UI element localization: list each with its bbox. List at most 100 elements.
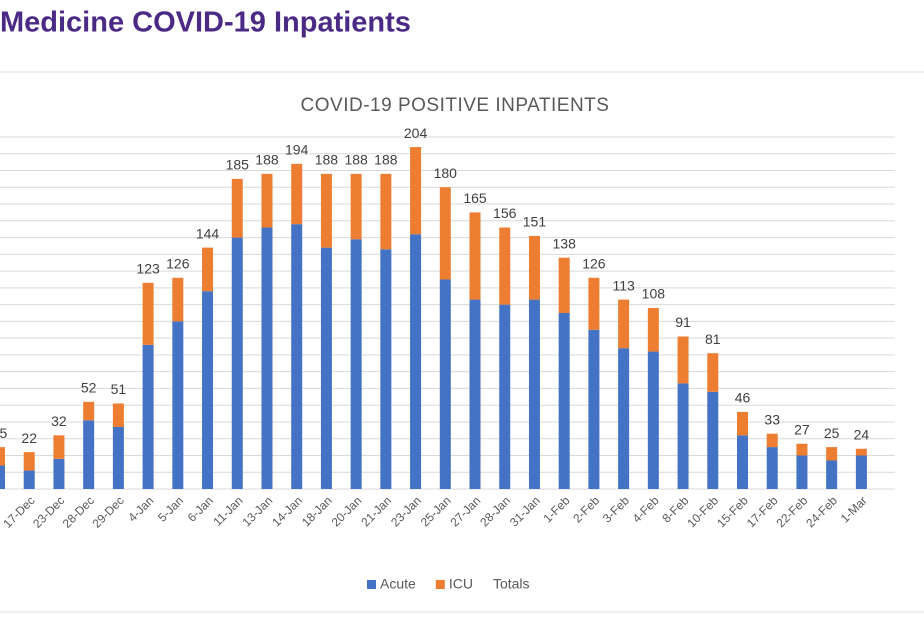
bar-segment bbox=[231, 178, 243, 238]
bar-segment bbox=[677, 383, 689, 489]
legend-label: Totals bbox=[493, 576, 530, 592]
bar-segment bbox=[766, 447, 778, 489]
x-tick-label: 1-Feb bbox=[540, 493, 572, 525]
data-label: 180 bbox=[434, 165, 458, 181]
data-label: 126 bbox=[166, 256, 190, 272]
data-label: 108 bbox=[642, 286, 666, 302]
bar-segment bbox=[826, 447, 838, 461]
data-label: 113 bbox=[612, 277, 635, 293]
bar-segment bbox=[320, 173, 332, 248]
bar-segment bbox=[142, 344, 154, 489]
bar-segment bbox=[350, 173, 362, 240]
page-title: Medicine COVID-19 Inpatients bbox=[0, 7, 411, 39]
x-tick-label: 15-Feb bbox=[714, 493, 751, 530]
x-tick-label: 5-Jan bbox=[155, 493, 186, 524]
x-tick-label: 17-Feb bbox=[744, 493, 781, 530]
data-label: 24 bbox=[854, 426, 870, 442]
x-tick-label: 3-Feb bbox=[600, 493, 632, 525]
bar-segment bbox=[439, 279, 451, 489]
x-tick-label: 28-Jan bbox=[477, 493, 513, 529]
x-tick-label: 24-Feb bbox=[803, 493, 840, 530]
bar-segment bbox=[83, 420, 95, 489]
bar-segment bbox=[499, 227, 511, 305]
x-tick-label: 31-Jan bbox=[507, 493, 543, 529]
bar-segment bbox=[53, 458, 65, 489]
bar-segment bbox=[737, 411, 748, 436]
bar-segment bbox=[142, 282, 154, 345]
data-label: 126 bbox=[582, 256, 606, 272]
x-tick-label: 14-Jan bbox=[269, 493, 305, 529]
legend-label: ICU bbox=[449, 576, 473, 592]
bar-segment bbox=[202, 247, 214, 292]
legend-swatch bbox=[367, 580, 376, 589]
bar-segment bbox=[261, 173, 273, 228]
data-label: 185 bbox=[226, 157, 250, 173]
bar-segment bbox=[172, 277, 184, 322]
x-tick-label: 23-Jan bbox=[388, 493, 424, 529]
bar-segment bbox=[677, 336, 689, 384]
x-tick-label: 20-Jan bbox=[329, 493, 365, 529]
data-label: 144 bbox=[196, 225, 220, 241]
chart-title: COVID-19 POSITIVE INPATIENTS bbox=[301, 95, 610, 116]
bar-segment bbox=[826, 460, 838, 489]
data-label: 151 bbox=[523, 214, 547, 230]
bar-segment bbox=[380, 249, 392, 489]
bar-segment bbox=[350, 239, 362, 489]
data-label: 51 bbox=[111, 381, 127, 397]
bar-segment bbox=[558, 313, 570, 489]
data-label: 25 bbox=[0, 425, 7, 441]
x-tick-label: 17-Dec bbox=[0, 493, 37, 530]
bar-segment bbox=[0, 447, 5, 466]
bar-segment bbox=[707, 353, 719, 392]
bar-segment bbox=[499, 304, 511, 489]
data-label: 52 bbox=[81, 380, 97, 396]
data-label: 188 bbox=[255, 152, 279, 168]
x-tick-label: 22-Feb bbox=[774, 493, 811, 530]
data-label: 33 bbox=[764, 411, 780, 427]
bar-segment bbox=[53, 435, 65, 459]
bar-segment bbox=[83, 401, 95, 421]
bar-segment bbox=[618, 299, 630, 349]
data-label: 22 bbox=[21, 430, 37, 446]
bar-segment bbox=[112, 403, 124, 427]
x-tick-label: 28-Dec bbox=[60, 493, 97, 530]
bar-segment bbox=[410, 234, 422, 489]
bar-segment bbox=[469, 212, 481, 300]
bar-segment bbox=[112, 426, 124, 489]
bar-segment bbox=[647, 307, 659, 352]
x-tick-label: 23-Dec bbox=[30, 493, 67, 530]
x-tick-label: 11-Jan bbox=[210, 493, 245, 528]
data-label: 81 bbox=[705, 331, 721, 347]
bar-segment bbox=[261, 227, 273, 489]
data-label: 32 bbox=[51, 413, 67, 429]
bar-segment bbox=[737, 435, 748, 489]
data-label: 46 bbox=[735, 390, 751, 406]
bar-segment bbox=[231, 237, 243, 489]
legend-label: Acute bbox=[380, 576, 416, 592]
bar-segment bbox=[439, 187, 451, 280]
x-tick-label: 10-Feb bbox=[684, 493, 721, 530]
bar-segment bbox=[528, 299, 540, 489]
bar-segment bbox=[588, 329, 600, 489]
bar-segment bbox=[647, 351, 659, 489]
x-tick-label: 18-Jan bbox=[299, 493, 335, 529]
data-label: 123 bbox=[136, 261, 160, 277]
x-tick-label: 1-Mar bbox=[838, 493, 870, 525]
data-label: 194 bbox=[285, 142, 309, 158]
bar-segment bbox=[588, 277, 600, 330]
x-tick-label: 4-Feb bbox=[630, 493, 662, 525]
bar-segment bbox=[618, 348, 630, 489]
bar-segment bbox=[528, 235, 540, 300]
x-tick-label: 27-Jan bbox=[448, 493, 484, 529]
data-label: 188 bbox=[315, 152, 339, 168]
data-label: 188 bbox=[374, 152, 398, 168]
data-label: 27 bbox=[794, 421, 810, 437]
bar-segment bbox=[855, 448, 867, 456]
data-label: 25 bbox=[824, 425, 840, 441]
bar-segment bbox=[796, 455, 808, 489]
legend-swatch bbox=[435, 580, 445, 589]
x-tick-label: 21-Jan bbox=[358, 493, 394, 529]
bar-segment bbox=[410, 147, 422, 235]
data-label: 188 bbox=[344, 152, 368, 168]
